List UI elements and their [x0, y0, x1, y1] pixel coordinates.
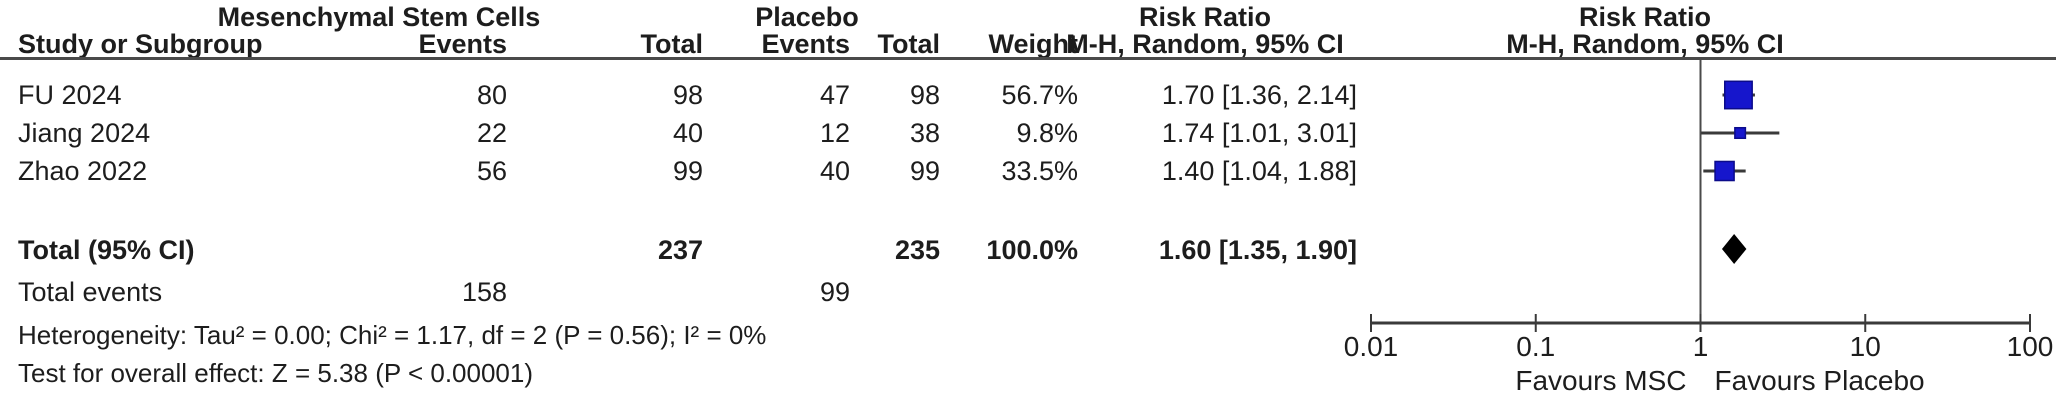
- col-header-plot-method: M-H, Random, 95% CI: [1506, 29, 1784, 59]
- group-header-risk-ratio-plot: Risk Ratio: [1578, 2, 1712, 32]
- weight-value: 9.8%: [1016, 118, 1078, 148]
- axis-tick-label: 0.01: [1343, 331, 1399, 362]
- total-events-msc-value: 158: [461, 277, 507, 307]
- msc-events-value: 80: [476, 80, 507, 110]
- weight-value: 33.5%: [1001, 156, 1078, 186]
- msc-events-value: 22: [476, 118, 507, 148]
- total-events-placebo-value: 99: [819, 277, 850, 307]
- axis-tick-label: 100: [2006, 331, 2054, 362]
- total-diamond-marker: [1721, 234, 1747, 264]
- axis-tick-label: 1: [1692, 331, 1709, 362]
- study-name: FU 2024: [18, 80, 122, 110]
- msc-total-value: 40: [672, 118, 703, 148]
- msc-events-value: 56: [476, 156, 507, 186]
- risk-ratio-ci-text: 1.40 [1.04, 1.88]: [1161, 156, 1357, 186]
- total-weight: 100.0%: [986, 235, 1078, 265]
- weight-value: 56.7%: [1001, 80, 1078, 110]
- study-name: Jiang 2024: [18, 118, 151, 148]
- header-rule: [0, 57, 2056, 60]
- col-header-msc-total: Total: [640, 29, 704, 59]
- heterogeneity-stats: Heterogeneity: Tau² = 0.00; Chi² = 1.17,…: [18, 320, 767, 350]
- total-risk-ratio-ci: 1.60 [1.35, 1.90]: [1158, 235, 1357, 265]
- placebo-total-value: 98: [909, 80, 940, 110]
- favours-placebo-label: Favours Placebo: [1714, 365, 1925, 396]
- risk-ratio-ci-text: 1.70 [1.36, 2.14]: [1161, 80, 1357, 110]
- placebo-events-value: 12: [819, 118, 850, 148]
- msc-total-value: 99: [672, 156, 703, 186]
- risk-ratio-ci-text: 1.74 [1.01, 3.01]: [1161, 118, 1357, 148]
- placebo-events-value: 47: [819, 80, 850, 110]
- group-header-msc: Mesenchymal Stem Cells: [217, 2, 541, 32]
- overall-effect-test: Test for overall effect: Z = 5.38 (P < 0…: [18, 358, 533, 388]
- col-header-stat-method: M-H, Random, 95% CI: [1066, 29, 1344, 59]
- axis-tick-label: 10: [1849, 331, 1881, 362]
- group-header-risk-ratio-stat: Risk Ratio: [1138, 2, 1272, 32]
- total-msc-total: 237: [657, 235, 703, 265]
- total-row-label: Total (95% CI): [18, 235, 195, 265]
- placebo-events-value: 40: [819, 156, 850, 186]
- axis-tick-label: 0.1: [1516, 331, 1556, 362]
- col-header-weight: Weight: [988, 29, 1079, 59]
- group-header-placebo: Placebo: [755, 2, 859, 32]
- total-events-label: Total events: [18, 277, 163, 307]
- favours-msc-label: Favours MSC: [1515, 365, 1687, 396]
- placebo-total-value: 99: [909, 156, 940, 186]
- col-header-study: Study or Subgroup: [18, 29, 263, 59]
- study-point-marker: [1724, 80, 1753, 110]
- placebo-total-value: 38: [909, 118, 940, 148]
- study-name: Zhao 2022: [18, 156, 148, 186]
- msc-total-value: 98: [672, 80, 703, 110]
- col-header-placebo-total: Total: [877, 29, 941, 59]
- col-header-placebo-events: Events: [761, 29, 850, 59]
- study-point-marker: [1734, 126, 1747, 140]
- col-header-msc-events: Events: [418, 29, 507, 59]
- study-point-marker: [1714, 160, 1735, 182]
- total-placebo-total: 235: [894, 235, 940, 265]
